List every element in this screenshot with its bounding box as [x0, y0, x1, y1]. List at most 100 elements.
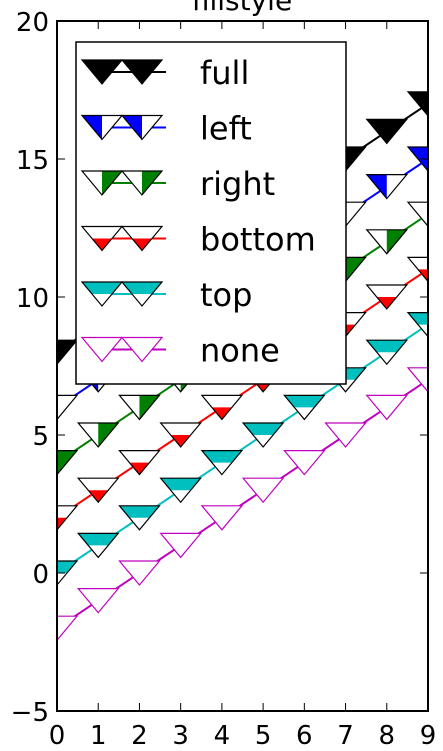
- legend-marker-top-a: [80, 281, 124, 307]
- series-none-point-9: [406, 367, 428, 393]
- x-tick-label-1: 1: [90, 721, 107, 751]
- series-top-point-1: [76, 532, 120, 559]
- series-none: [57, 367, 428, 642]
- legend-label-bottom: bottom: [200, 221, 316, 259]
- legend-marker-none-a-edge: [80, 336, 124, 363]
- legend-box: [75, 41, 347, 385]
- series-right-point-1: [76, 422, 120, 448]
- series-bottom-point-2-fill: [129, 462, 150, 475]
- series-bottom-point-1: [76, 477, 120, 504]
- legend-marker-full-a: [80, 59, 124, 85]
- series-none-point-5: [241, 477, 285, 504]
- legend-marker-bottom-b-edge: [120, 225, 164, 252]
- series-none-point-3-base: [160, 533, 201, 558]
- series-top-point-4: [200, 450, 244, 476]
- series-bottom-point-3: [159, 422, 202, 448]
- series-full-point-8: [365, 118, 409, 145]
- series-right-point-2-edge: [118, 394, 161, 421]
- legend-marker-none-b-base: [122, 337, 162, 362]
- series-full-point-0-edge: [57, 339, 79, 366]
- series-top-point-5: [241, 422, 285, 448]
- legend-entry-bottom: bottom: [80, 221, 316, 259]
- series-bottom-point-3-fill: [170, 435, 191, 447]
- series-right-point-0: [57, 450, 79, 476]
- series-full-point-9: [406, 91, 428, 117]
- series-left-point-0-edge: [57, 394, 79, 421]
- series-top-point-8-fill: [366, 340, 407, 353]
- series-none-point-4: [200, 505, 244, 531]
- legend-marker-none-a: [80, 336, 124, 363]
- series-full-point-9-edge: [406, 91, 428, 117]
- legend-label-full: full: [200, 54, 249, 92]
- series-bottom-point-0: [57, 505, 79, 531]
- series-none-point-7-base: [325, 423, 366, 447]
- series-left-point-0: [57, 394, 79, 421]
- series-top-point-4-edge: [200, 450, 244, 476]
- series-left-point-8-edge: [365, 174, 409, 200]
- series-bottom-point-1-fill: [88, 490, 109, 503]
- legend-marker-left-a-edge: [80, 114, 124, 141]
- series-top-point-2-edge: [118, 505, 161, 531]
- x-tick-label-5: 5: [255, 721, 272, 751]
- x-tick-label-6: 6: [296, 721, 313, 751]
- series-none-point-4-base: [201, 505, 242, 530]
- series-top-point-2-fill: [119, 505, 160, 518]
- legend-marker-none-b-edge: [120, 336, 164, 363]
- series-none-point-8-edge: [365, 394, 409, 421]
- series-bottom-point-8-fill: [376, 297, 397, 309]
- y-tick-label-20: 20: [16, 8, 49, 38]
- series-left-point-9-edge: [406, 146, 428, 172]
- series-right-point-1-edge: [76, 422, 120, 448]
- series-top-point-1-fill: [78, 533, 119, 546]
- legend-marker-bottom-a: [80, 225, 124, 252]
- series-none-point-5-edge: [241, 477, 285, 504]
- series-top-point-0-fill: [57, 561, 77, 573]
- series-left-point-9: [406, 146, 428, 172]
- series-bottom-point-2: [118, 450, 161, 476]
- series-none-point-8-base: [366, 395, 407, 420]
- series-bottom-point-4-fill: [211, 407, 232, 420]
- x-tick-label-9: 9: [420, 721, 437, 751]
- series-none-point-6: [283, 450, 326, 476]
- series-top-point-6-fill: [284, 395, 325, 408]
- legend-label-right: right: [200, 165, 275, 203]
- legend-entry-full: full: [80, 54, 249, 92]
- legend-marker-top-b-edge: [120, 281, 164, 307]
- series-none-point-0: [57, 615, 79, 642]
- series-top-point-0: [57, 560, 79, 586]
- series-none-point-3-edge: [159, 532, 202, 559]
- series-top-point-6-edge: [283, 394, 326, 421]
- series-right-point-2: [118, 394, 161, 421]
- series-none-point-7: [324, 422, 367, 448]
- x-tick-label-8: 8: [379, 721, 396, 751]
- series-top-point-5-edge: [241, 422, 285, 448]
- legend-entry-top: top: [80, 276, 252, 314]
- x-tick-label-7: 7: [337, 721, 354, 751]
- legend-marker-left-b-edge: [120, 114, 164, 141]
- series-none-point-7-edge: [324, 422, 367, 448]
- legend-marker-bottom-b-fill: [132, 238, 152, 251]
- legend-marker-left-a: [80, 114, 124, 141]
- legend-marker-full-b-fill: [122, 60, 162, 84]
- series-none-point-9-edge: [406, 367, 428, 393]
- series-bottom-point-1-edge: [76, 477, 120, 504]
- legend-entry-left: left: [80, 110, 252, 148]
- series-top-point-1-edge: [76, 532, 120, 559]
- series-top-point-8: [365, 339, 409, 366]
- series-full-point-8-edge: [365, 118, 409, 145]
- x-tick-label-4: 4: [214, 721, 231, 751]
- y-tick-label-15: 15: [16, 146, 49, 176]
- series-top: [57, 312, 428, 586]
- legend-label-none: none: [200, 332, 280, 370]
- series-none-point-6-edge: [283, 450, 326, 476]
- x-tick-label-3: 3: [172, 721, 189, 751]
- legend-entry-none: none: [80, 332, 280, 370]
- series-none-point-2: [118, 560, 161, 586]
- series-none-point-6-base: [284, 450, 325, 475]
- series-top-point-9-fill: [408, 312, 428, 325]
- legend-marker-right-b-edge: [120, 170, 164, 196]
- y-tick-label-0: 0: [32, 560, 49, 590]
- series-bottom-point-8-edge: [365, 284, 409, 310]
- series-bottom-point-3-edge: [159, 422, 202, 448]
